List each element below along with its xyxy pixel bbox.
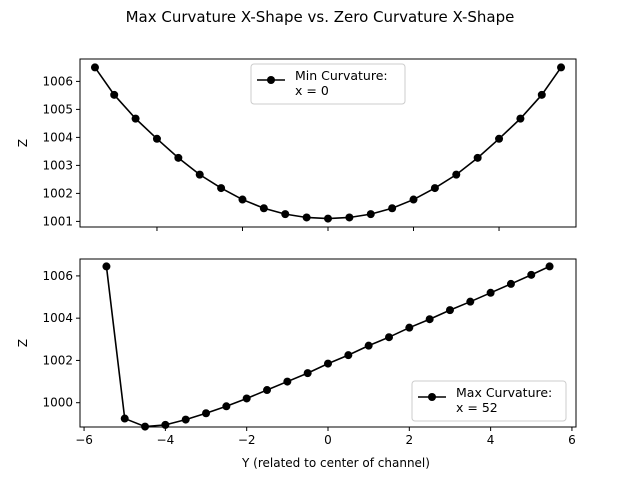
- data-point: [324, 359, 332, 368]
- data-point: [388, 204, 397, 213]
- legend: Max Curvature:x = 52: [411, 380, 567, 422]
- legend-marker: [428, 393, 436, 401]
- legend-frame: [411, 380, 567, 422]
- figure-title: Max Curvature X-Shape vs. Zero Curvature…: [126, 8, 515, 26]
- legend-label: Max Curvature:: [456, 385, 552, 400]
- x-tick-label: 0: [324, 433, 332, 447]
- legend-label: Min Curvature:: [295, 68, 388, 83]
- y-tick-label: 1005: [42, 102, 73, 116]
- data-point: [324, 214, 332, 223]
- data-point: [217, 184, 226, 193]
- data-point: [445, 306, 454, 315]
- legend: Min Curvature:x = 0: [250, 63, 406, 105]
- data-point: [466, 297, 475, 306]
- y-tick-label: 1002: [42, 186, 73, 200]
- data-point: [131, 114, 140, 123]
- data-point: [222, 402, 231, 411]
- data-point: [174, 153, 183, 162]
- data-point: [259, 204, 268, 213]
- data-point: [425, 315, 434, 324]
- y-tick-label: 1003: [42, 158, 73, 172]
- data-point: [281, 210, 290, 219]
- x-tick-label: 6: [568, 433, 576, 447]
- data-point: [527, 270, 536, 279]
- data-point: [302, 213, 311, 222]
- data-point: [545, 262, 554, 271]
- data-point: [516, 114, 525, 123]
- data-point: [120, 414, 129, 423]
- data-point: [473, 153, 482, 162]
- x-tick-label: −4: [157, 433, 175, 447]
- data-point: [344, 351, 353, 360]
- data-point: [152, 134, 161, 143]
- data-point: [557, 63, 566, 72]
- x-axis-label: Y (related to center of channel): [241, 456, 430, 470]
- data-point: [409, 195, 418, 204]
- data-point: [366, 210, 375, 219]
- data-point: [161, 420, 170, 429]
- data-point: [110, 90, 119, 99]
- axes-1: 1001 1002 1003 1004 1005 1006 Z Min Curvature:x…: [16, 58, 577, 231]
- data-point: [303, 369, 312, 378]
- data-point: [495, 134, 504, 143]
- data-point: [102, 262, 111, 271]
- x-tick-label: −6: [75, 433, 93, 447]
- data-point: [486, 288, 495, 297]
- y-tick-label: 1006: [42, 74, 73, 88]
- y-axis-label: Z: [16, 339, 30, 347]
- data-point: [202, 409, 211, 418]
- x-tick-label: 4: [487, 433, 495, 447]
- y-tick-label: 1006: [42, 269, 73, 283]
- legend-frame: [250, 63, 406, 105]
- legend-marker: [267, 76, 275, 84]
- data-point: [238, 195, 247, 204]
- data-point: [384, 333, 393, 342]
- x-tick-label: 2: [405, 433, 413, 447]
- data-point: [195, 170, 204, 179]
- data-point: [345, 213, 354, 222]
- y-tick-label: 1000: [42, 396, 73, 410]
- data-point: [263, 386, 272, 395]
- data-point: [405, 323, 414, 332]
- y-tick-label: 1002: [42, 353, 73, 367]
- data-point: [141, 422, 150, 431]
- data-point: [283, 377, 292, 386]
- data-point: [506, 279, 515, 288]
- data-point: [452, 170, 461, 179]
- legend-label: x = 52: [456, 400, 498, 415]
- data-point: [430, 184, 439, 193]
- data-point: [90, 63, 99, 72]
- data-point: [537, 90, 546, 99]
- legend-label: x = 0: [295, 83, 329, 98]
- axes-2: −6 −4 −2 0 2 4 6 1000 1002 1004 1006 Z Y (related to…: [16, 258, 577, 470]
- y-tick-label: 1004: [42, 130, 73, 144]
- y-tick-label: 1001: [42, 214, 73, 228]
- x-tick-label: −2: [238, 433, 256, 447]
- y-axis-label: Z: [16, 139, 30, 147]
- data-point: [181, 415, 190, 424]
- data-point: [364, 341, 373, 350]
- y-tick-label: 1004: [42, 311, 73, 325]
- data-point: [242, 394, 251, 403]
